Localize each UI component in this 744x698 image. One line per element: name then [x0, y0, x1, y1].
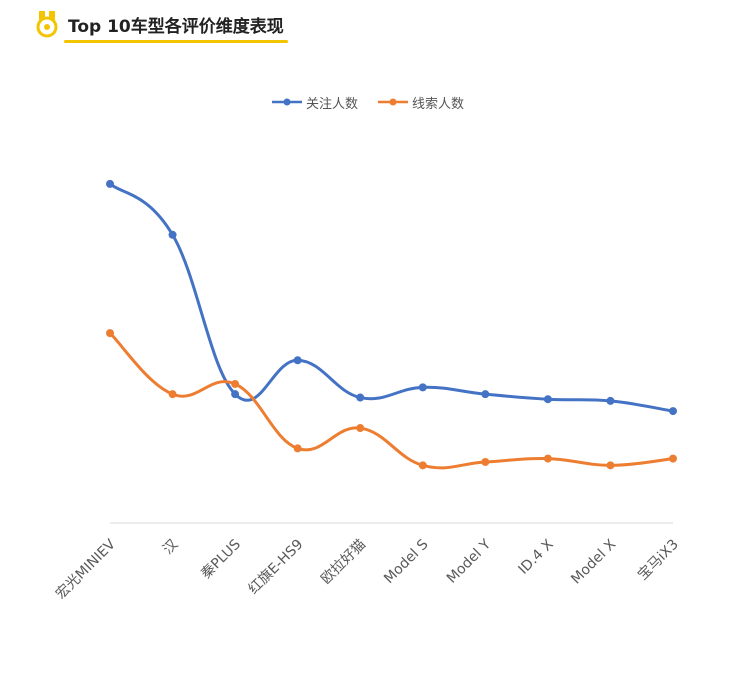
data-point-s1-1: [106, 179, 114, 188]
data-point-s2-8: [543, 454, 552, 463]
chart-header: Top 10车型各评价维度表现: [34, 8, 290, 44]
legend-label-series-2: 线索人数: [412, 96, 465, 112]
data-point-s1-9: [606, 396, 615, 405]
data-point-s1-4: [293, 356, 302, 365]
legend-item-series-1: 关注人数: [272, 93, 358, 112]
x-tick-label: Model X: [568, 536, 619, 587]
data-point-s2-10: [669, 454, 677, 463]
legend-item-series-2: 线索人数: [378, 93, 464, 112]
data-point-s2-1: [106, 329, 114, 338]
data-point-s2-5: [356, 424, 365, 433]
data-point-s2-6: [418, 461, 427, 470]
title-underline: [64, 40, 288, 43]
data-point-s2-4: [293, 444, 302, 453]
data-point-s1-6: [418, 383, 427, 392]
x-tick-label: 汉: [160, 537, 181, 558]
data-point-s1-2: [168, 230, 177, 239]
x-tick-label: 欧拉好猫: [318, 537, 369, 588]
series-line-2: [108, 332, 674, 470]
data-point-s2-7: [481, 457, 490, 466]
data-point-s1-3: [231, 390, 240, 399]
data-point-s1-5: [356, 393, 365, 402]
x-tick-label: 红旗E-HS9: [246, 537, 307, 598]
legend-label-series-1: 关注人数: [306, 96, 359, 112]
data-point-s2-3: [231, 379, 240, 388]
x-tick-label: 宝马iX3: [635, 537, 682, 584]
legend-swatch-series-1: [272, 98, 302, 106]
data-point-s2-2: [168, 390, 177, 399]
legend-swatch-series-2: [378, 98, 409, 106]
x-tick-label: Model Y: [444, 536, 495, 587]
x-tick-label: 宏光MINIEV: [53, 536, 119, 602]
data-point-s2-9: [606, 461, 615, 470]
chart-legend: 关注人数 线索人数: [272, 92, 464, 112]
data-point-s1-8: [543, 395, 552, 404]
x-tick-label: 秦PLUS: [198, 536, 244, 582]
medal-icon: [34, 10, 60, 38]
x-tick-label: Model S: [381, 536, 432, 587]
chart-title: Top 10车型各评价维度表现: [68, 17, 284, 37]
series-line-1: [109, 182, 674, 413]
data-point-s1-10: [669, 407, 677, 416]
x-tick-label: ID.4 X: [515, 536, 557, 578]
data-point-s1-7: [481, 390, 490, 399]
